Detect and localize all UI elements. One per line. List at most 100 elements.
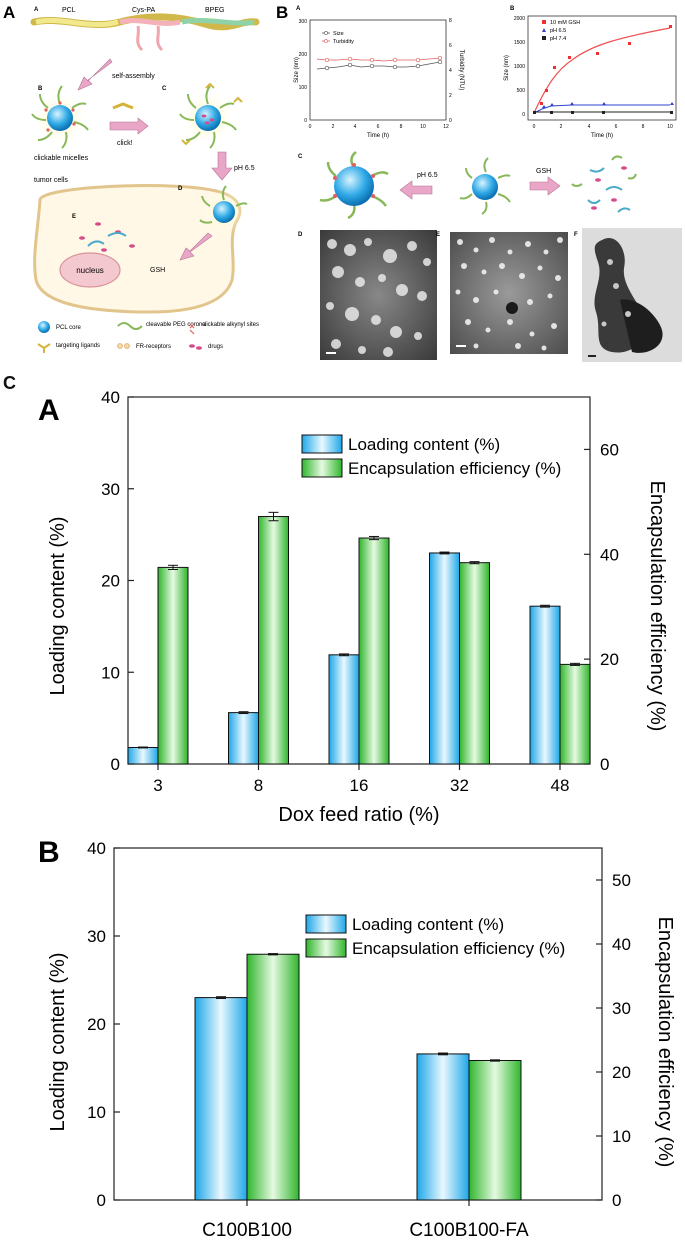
mini-chart-gsh-response: 10 mM GSH pH 6.5 pH 7.4 0 2 4 6 8 10 0 500 1000… (504, 15, 677, 139)
svg-text:1000: 1000 (514, 64, 525, 70)
svg-text:4: 4 (354, 124, 357, 130)
svg-text:2000: 2000 (514, 16, 525, 22)
legend-loading-label: Loading content (%) (352, 915, 504, 934)
y-tick-label: 20 (87, 1015, 106, 1034)
legend-encapsulation-label: Encapsulation efficiency (%) (348, 459, 561, 478)
x-tick-label: C100B100 (202, 1220, 292, 1241)
mini-b-legend-ph74: pH 7.4 (550, 36, 566, 42)
y2-tick-label: 40 (600, 545, 619, 564)
legend-loading-swatch (301, 434, 343, 454)
y-tick-label: 10 (87, 1103, 106, 1122)
plot-frame (113, 847, 603, 1201)
chart-b-panel-letter: B (38, 836, 60, 869)
legend-fr-receptors: FR-receptors (136, 344, 171, 350)
mini-b-legend-gsh: 10 mM GSH (550, 20, 580, 26)
mini-a-yticks: 0 100 200 300 (299, 19, 308, 124)
y2-tick-label: 30 (612, 999, 631, 1018)
schematic-sub-label-d: D (178, 186, 183, 192)
self-assembly-arrow (77, 58, 113, 91)
tem-image-f (582, 228, 682, 362)
chart-b-legend: Loading content (%) Encapsulation efficie… (305, 914, 565, 958)
legend-loading-label: Loading content (%) (348, 435, 500, 454)
mini-b-xticks: 0 2 4 6 8 10 (533, 124, 673, 130)
svg-text:300: 300 (299, 19, 308, 25)
schematic-sub-label-e: E (72, 214, 76, 220)
figure-b-sub-label-a: A (296, 6, 301, 12)
panel-label-a: A (3, 3, 15, 22)
svg-text:0: 0 (309, 124, 312, 130)
encapsulation-efficiency-bar (459, 562, 490, 765)
click-label: click! (117, 140, 133, 147)
click-step (109, 102, 149, 135)
y2-tick-label: 60 (600, 440, 619, 459)
y-tick-label: 10 (101, 663, 120, 682)
loading-content-bar (429, 552, 460, 765)
dissociation-scheme: pH 6.5 GSH (319, 151, 637, 220)
loading-content-bar (328, 654, 360, 765)
y2-tick-label: 40 (612, 935, 631, 954)
y-tick-label: 20 (101, 572, 120, 591)
tem-image-e (450, 232, 568, 354)
schematic-sub-label-a: A (34, 7, 39, 13)
figure-b-sub-label-b: B (510, 6, 515, 12)
panel-label-c: C (3, 373, 16, 393)
segment-cys-pa: Cys-PA (132, 7, 156, 14)
scheme-ph-label: pH 6.5 (417, 172, 438, 179)
turbidity-series-line (316, 57, 441, 62)
chart-b-ylabel: Loading content (%) (47, 952, 69, 1131)
svg-text:200: 200 (299, 52, 308, 58)
segment-pcl: PCL (62, 7, 76, 14)
x-tick-label: 8 (254, 776, 263, 795)
clickable-micelles-label: clickable micelles (34, 155, 89, 162)
svg-text:100: 100 (299, 85, 308, 91)
svg-text:6: 6 (615, 124, 618, 130)
svg-text:12: 12 (443, 124, 449, 130)
chart-b-y2label: Encapsulation efficiency (%) (654, 917, 676, 1168)
fr-receptor-icon (117, 343, 130, 349)
nucleus-label: nucleus (76, 266, 104, 275)
x-tick-label: 32 (450, 776, 469, 795)
mini-a-ylabel: Size (nm) (294, 57, 300, 83)
encapsulation-efficiency-bar (358, 537, 390, 765)
pcl-core-icon (38, 321, 50, 333)
y-tick-label: 0 (97, 1191, 106, 1210)
legend-pcl-core: PCL core (56, 325, 81, 331)
alkynyl-icon (189, 323, 195, 335)
figure-b-sub-label-d: D (298, 232, 303, 238)
cleaved-chains (87, 232, 127, 247)
schematic-sub-label-b: B (38, 86, 43, 92)
svg-text:0: 0 (533, 124, 536, 130)
encapsulation-efficiency-bar (559, 663, 591, 765)
targeted-micelle (179, 82, 243, 149)
encapsulation-efficiency-bar (157, 566, 189, 765)
chart-a-panel-letter: A (38, 394, 60, 427)
y-tick-label: 40 (87, 839, 106, 858)
panel-label-b: B (276, 3, 288, 22)
mini-b-xlabel: Time (h) (591, 133, 613, 139)
y-tick-label: 40 (101, 388, 120, 407)
x-tick-label: 16 (350, 776, 369, 795)
endocytosis-arrow (179, 232, 213, 261)
chart-a-xlabel: Dox feed ratio (%) (278, 804, 439, 826)
figure-b-sub-label-c: C (298, 154, 303, 160)
svg-text:2: 2 (560, 124, 563, 130)
figure-panel-b: B A Size Turbidity 0 2 4 6 8 10 12 0 100 200 300 … (276, 3, 682, 362)
y2-tick-label: 50 (612, 871, 631, 890)
mini-a-y2label: Turbidity (NTU) (458, 50, 464, 91)
svg-text:4: 4 (449, 68, 452, 74)
mini-a-legend-turbidity: Turbidity (333, 39, 354, 45)
svg-text:8: 8 (449, 18, 452, 24)
micelle-at-membrane (199, 185, 248, 234)
scheme-gsh-label: GSH (536, 168, 551, 175)
mini-b-ylabel: Size (nm) (504, 55, 510, 81)
schematic-legend: PCL core cleavable PEG corona clickable … (37, 321, 259, 353)
chart-a-ylabel: Loading content (%) (47, 516, 69, 695)
x-tick-label: 48 (551, 776, 570, 795)
y-tick-label: 30 (87, 927, 106, 946)
svg-text:6: 6 (449, 43, 452, 49)
y-tick-label: 30 (101, 480, 120, 499)
gsh-label: GSH (150, 267, 165, 274)
tem-image-d (320, 230, 437, 360)
